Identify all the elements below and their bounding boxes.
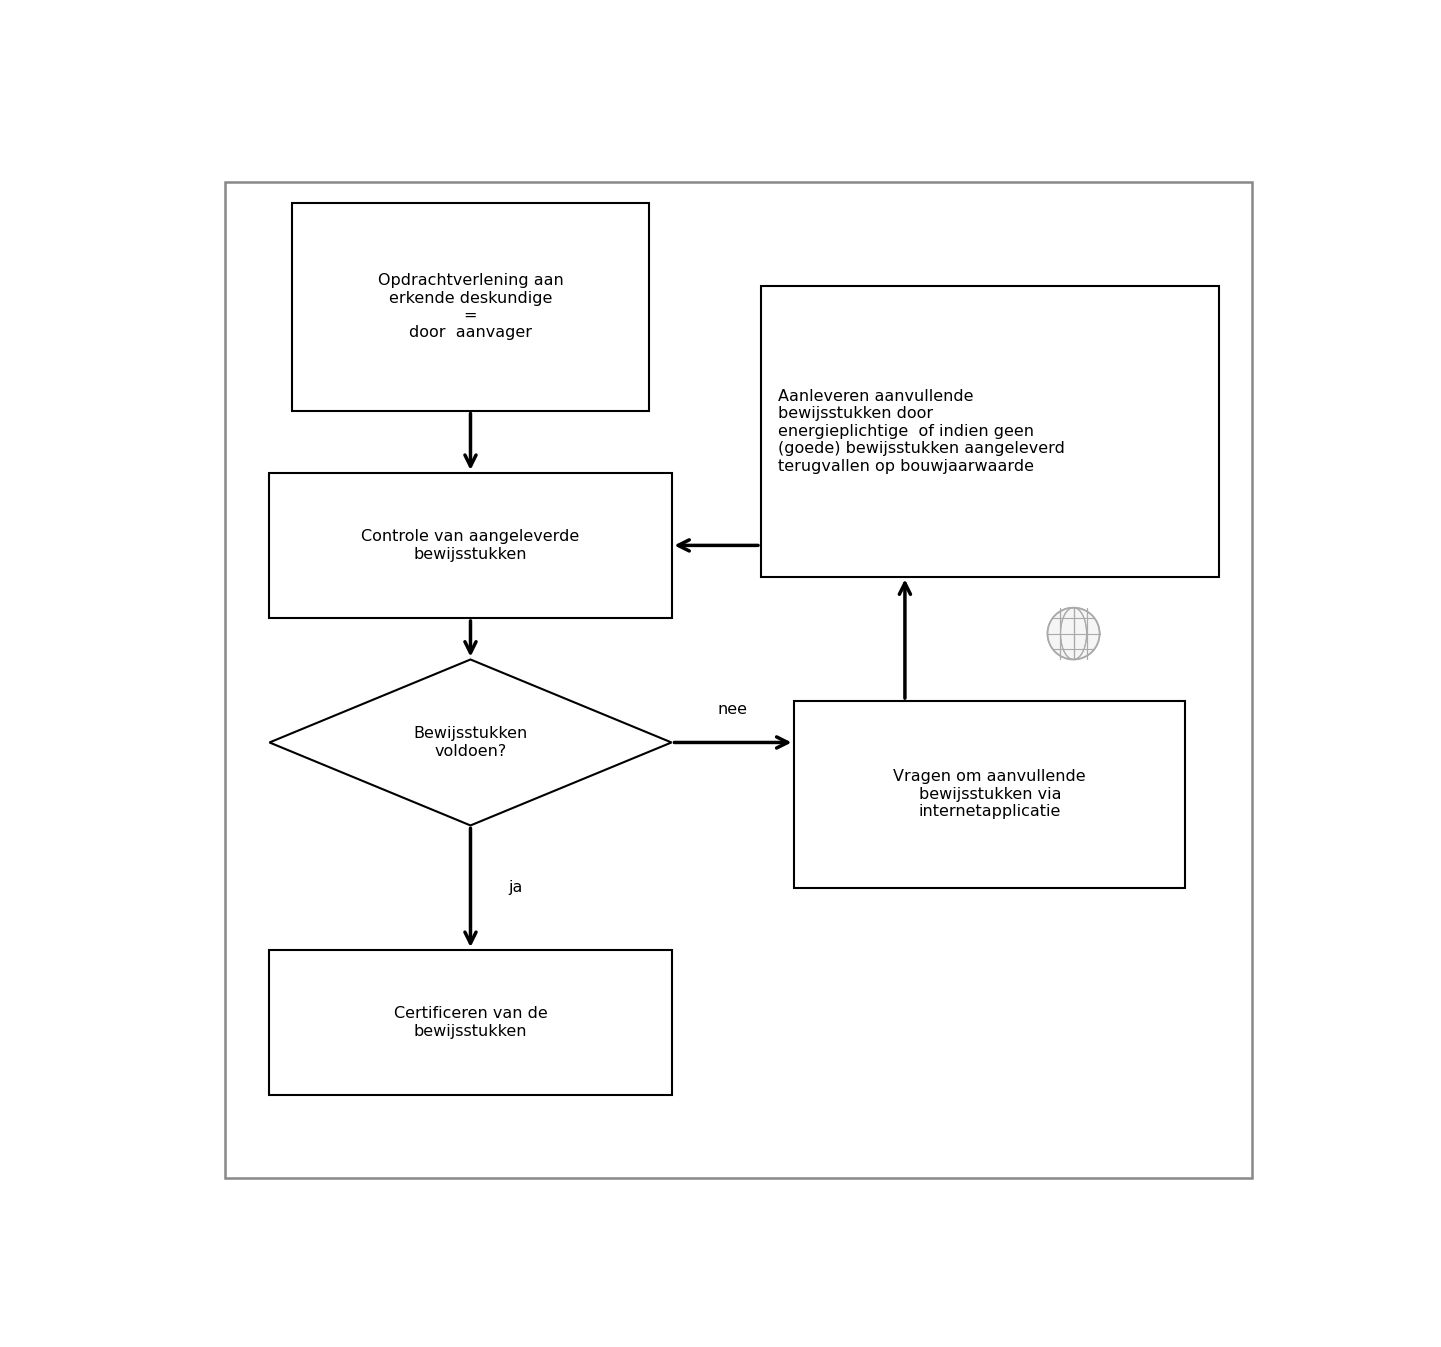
FancyBboxPatch shape	[794, 700, 1185, 888]
Text: Bewijsstukken
voldoen?: Bewijsstukken voldoen?	[414, 726, 527, 758]
Text: Controle van aangeleverde
bewijsstukken: Controle van aangeleverde bewijsstukken	[362, 529, 579, 562]
FancyBboxPatch shape	[761, 286, 1219, 577]
Text: Certificeren van de
bewijsstukken: Certificeren van de bewijsstukken	[393, 1006, 548, 1039]
Text: ja: ja	[509, 880, 522, 896]
Ellipse shape	[1048, 607, 1099, 660]
FancyBboxPatch shape	[269, 473, 672, 618]
Text: nee: nee	[718, 702, 748, 717]
Text: Aanleveren aanvullende
bewijsstukken door
energieplichtige  of indien geen
(goed: Aanleveren aanvullende bewijsstukken doo…	[778, 389, 1065, 474]
FancyBboxPatch shape	[225, 182, 1252, 1179]
Text: Vragen om aanvullende
bewijsstukken via
internetapplicatie: Vragen om aanvullende bewijsstukken via …	[893, 769, 1087, 819]
FancyBboxPatch shape	[269, 950, 672, 1095]
Text: Opdrachtverlening aan
erkende deskundige
=
door  aanvager: Opdrachtverlening aan erkende deskundige…	[378, 273, 563, 341]
FancyBboxPatch shape	[291, 203, 648, 411]
Polygon shape	[269, 660, 672, 826]
